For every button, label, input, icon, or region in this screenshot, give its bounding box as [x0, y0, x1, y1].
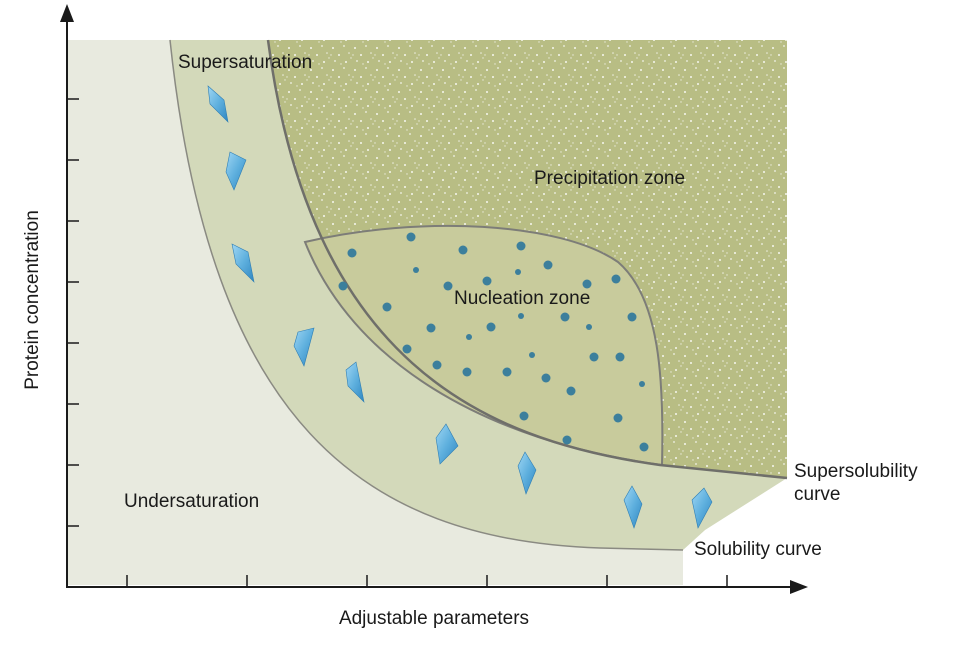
nucleus-dot: [518, 313, 524, 319]
nucleus-dot: [413, 267, 419, 273]
x-ticks: [126, 575, 728, 587]
crystal-icon: [225, 151, 247, 191]
nucleus-dot: [382, 302, 392, 312]
nucleus-dot: [615, 352, 625, 362]
nucleus-dot: [639, 381, 645, 387]
nucleus-dot: [462, 367, 472, 377]
axes: [66, 16, 794, 588]
nucleus-dot: [589, 352, 599, 362]
crystal-icon: [435, 423, 459, 465]
nucleus-dot: [482, 276, 492, 286]
nucleus-dot: [613, 413, 623, 423]
nucleus-dot: [543, 260, 553, 270]
crystal-icon: [623, 485, 643, 529]
nucleus-dot: [529, 352, 535, 358]
nucleus-dot: [562, 435, 572, 445]
nucleus-dot: [541, 373, 551, 383]
nucleus-dot: [402, 344, 412, 354]
nucleus-dot: [627, 312, 637, 322]
y-axis-label: Protein concentration: [22, 210, 43, 390]
nucleus-dot: [432, 360, 442, 370]
crystal-icon: [691, 487, 713, 529]
nucleus-dot: [347, 248, 357, 258]
crystal-icon: [517, 451, 537, 495]
supersolubility-curve: [266, 39, 788, 480]
nucleus-dot: [502, 367, 512, 377]
supersolubility-curve-label-line2: curve: [794, 484, 840, 505]
crystals: [207, 85, 713, 529]
nucleation-region: [303, 224, 664, 467]
nucleus-dot: [560, 312, 570, 322]
x-axis-arrow: [790, 580, 808, 594]
y-axis-arrow: [60, 4, 74, 22]
undersaturation-label: Undersaturation: [124, 491, 259, 512]
solubility-curve-label: Solubility curve: [694, 539, 822, 560]
crystal-icon: [345, 361, 365, 403]
supersolubility-curve-label-line1: Supersolubility: [794, 461, 918, 482]
nucleus-dot: [516, 241, 526, 251]
nucleus-dot: [443, 281, 453, 291]
nucleus-dot: [515, 269, 521, 275]
nucleus-dot: [486, 322, 496, 332]
solubility-curve: [169, 39, 684, 551]
x-axis-label: Adjustable parameters: [339, 608, 529, 629]
nucleation-zone-label: Nucleation zone: [454, 288, 590, 309]
nucleus-dot: [639, 442, 649, 452]
crystal-icon: [207, 85, 229, 123]
nucleus-dot: [458, 245, 468, 255]
crystal-icon: [231, 243, 255, 283]
y-ticks: [67, 98, 79, 527]
nucleus-dot: [611, 274, 621, 284]
nucleus-dot: [582, 279, 592, 289]
nucleus-dot: [519, 411, 529, 421]
nucleus-dot: [338, 281, 348, 291]
nucleus-dot: [566, 386, 576, 396]
supersaturation-label: Supersaturation: [178, 52, 312, 73]
crystal-icon: [293, 327, 315, 367]
nucleus-dot: [426, 323, 436, 333]
nucleation-dots: [338, 232, 649, 452]
nucleus-dot: [406, 232, 416, 242]
nucleus-dot: [466, 334, 472, 340]
precipitation-zone-label: Precipitation zone: [534, 168, 685, 189]
nucleus-dot: [586, 324, 592, 330]
